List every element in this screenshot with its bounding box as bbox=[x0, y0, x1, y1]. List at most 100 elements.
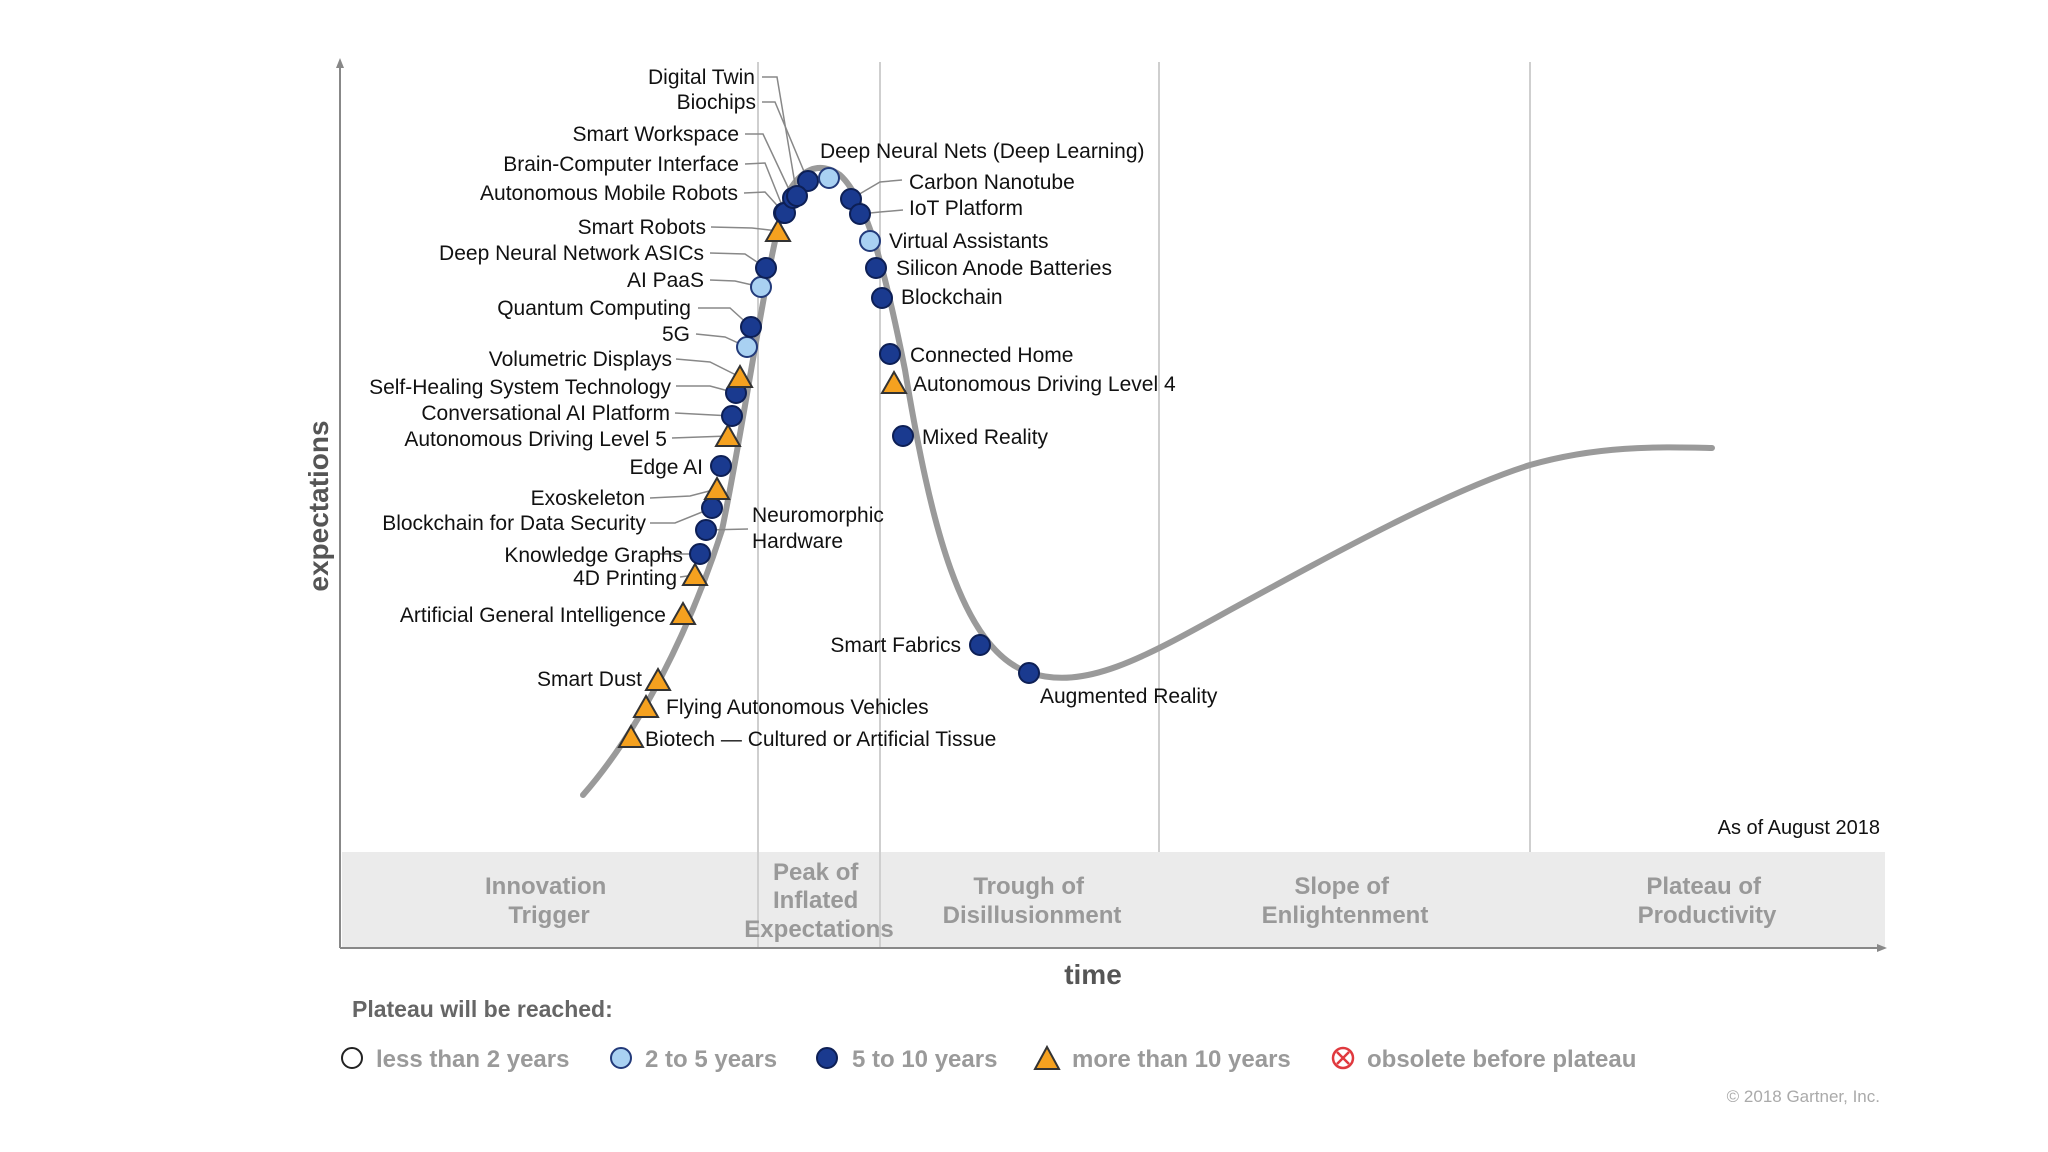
y-axis-arrow-icon bbox=[336, 58, 344, 68]
4d-printing-triangle-marker bbox=[681, 561, 709, 586]
exoskeleton-leader bbox=[649, 488, 718, 499]
autonomous-driving-level-5-label: Autonomous Driving Level 5 bbox=[404, 428, 667, 451]
smart-dust-label: Smart Dust bbox=[537, 668, 642, 691]
legend-5-to-10-years-icon bbox=[816, 1047, 838, 1069]
phase-plateau: Plateau of Productivity bbox=[1638, 873, 1777, 929]
autonomous-driving-level-4-label: Autonomous Driving Level 4 bbox=[913, 373, 1176, 396]
quantum-computing-dot-marker bbox=[740, 316, 762, 338]
mixed-reality-dot-marker bbox=[892, 425, 914, 447]
virtual-assistants-dot-marker bbox=[859, 230, 881, 252]
phase-peak-line3: Expectations bbox=[744, 916, 893, 943]
exoskeleton-triangle-marker bbox=[703, 475, 731, 500]
flying-autonomous-vehicles-label: Flying Autonomous Vehicles bbox=[666, 696, 929, 719]
as-of-date: As of August 2018 bbox=[1718, 817, 1880, 839]
biochips-dot-marker bbox=[797, 170, 819, 192]
silicon-anode-batteries-dot-marker bbox=[865, 257, 887, 279]
smart-fabrics-label: Smart Fabrics bbox=[830, 634, 961, 657]
autonomous-mobile-robots-label: Autonomous Mobile Robots bbox=[480, 182, 738, 205]
legend-less-than-2-years-icon bbox=[341, 1047, 363, 1069]
carbon-nanotube-label: Carbon Nanotube bbox=[909, 171, 1075, 194]
blockchain-for-data-security-label: Blockchain for Data Security bbox=[382, 512, 646, 535]
neuromorphic-hardware-label: Neuromorphic Hardware bbox=[752, 504, 884, 553]
brain-computer-interface-leader bbox=[744, 162, 786, 214]
knowledge-graphs-label: Knowledge Graphs bbox=[504, 544, 683, 567]
volumetric-displays-triangle-marker bbox=[726, 363, 754, 388]
phase-innovation-trigger: Innovation Trigger bbox=[485, 873, 613, 929]
carbon-nanotube-leader bbox=[850, 179, 903, 200]
legend-5-to-10-years: 5 to 10 years bbox=[852, 1046, 997, 1073]
phase-dividers bbox=[757, 62, 1531, 948]
autonomous-driving-level-4-triangle-marker bbox=[880, 369, 908, 394]
phase-plateau-line1: Plateau of bbox=[1646, 873, 1762, 900]
legend-more-than-10-years: more than 10 years bbox=[1072, 1046, 1291, 1073]
legend: less than 2 years 2 to 5 years 5 to 10 y… bbox=[341, 1044, 1636, 1073]
autonomous-driving-level-5-leader bbox=[671, 435, 729, 439]
phase-plateau-line2: Productivity bbox=[1638, 902, 1777, 929]
artificial-general-intelligence-label: Artificial General Intelligence bbox=[400, 604, 666, 627]
legend-obsolete-before-plateau: obsolete before plateau bbox=[1367, 1046, 1636, 1073]
blockchain-for-data-security-leader bbox=[650, 507, 713, 524]
smart-robots-leader bbox=[710, 226, 779, 232]
silicon-anode-batteries-label: Silicon Anode Batteries bbox=[896, 257, 1112, 280]
smart-workspace-label: Smart Workspace bbox=[573, 123, 740, 146]
y-axis-label: expectations bbox=[303, 420, 334, 591]
knowledge-graphs-dot-marker bbox=[689, 543, 711, 565]
legend-2-to-5-years-icon bbox=[610, 1047, 632, 1069]
biochips-leader bbox=[762, 101, 809, 182]
legend-2-to-5-years: 2 to 5 years bbox=[645, 1046, 777, 1073]
iot-platform-label: IoT Platform bbox=[909, 197, 1023, 220]
legend-title: Plateau will be reached: bbox=[352, 996, 613, 1022]
5g-dot-marker bbox=[736, 336, 758, 358]
digital-twin-label: Digital Twin bbox=[648, 66, 755, 89]
connected-home-label: Connected Home bbox=[910, 344, 1073, 367]
blockchain-dot-marker bbox=[871, 287, 893, 309]
hype-curve bbox=[580, 164, 1715, 798]
autonomous-driving-level-5-triangle-marker bbox=[714, 422, 742, 447]
neuromorphic-hardware-label-line2: Hardware bbox=[752, 530, 843, 553]
virtual-assistants-label: Virtual Assistants bbox=[889, 230, 1049, 253]
ai-paas-label: AI PaaS bbox=[627, 269, 704, 292]
deep-neural-nets-deep-learning-dot-marker bbox=[818, 167, 840, 189]
x-axis-arrow-icon bbox=[1877, 944, 1887, 952]
5g-label: 5G bbox=[662, 323, 690, 346]
phase-slope-line1: Slope of bbox=[1294, 873, 1390, 900]
axes bbox=[336, 58, 1887, 952]
phase-peak-line1: Peak of bbox=[773, 859, 859, 886]
phase-trough: Trough of Disillusionment bbox=[943, 873, 1122, 929]
smart-dust-triangle-marker bbox=[644, 666, 672, 691]
biotech-cultured-or-artificial-tissue-triangle-marker bbox=[617, 723, 645, 748]
legend-less-than-2-years: less than 2 years bbox=[376, 1046, 569, 1073]
biotech-cultured-or-artificial-tissue-label: Biotech — Cultured or Artificial Tissue bbox=[645, 728, 996, 751]
ai-paas-dot-marker bbox=[750, 276, 772, 298]
x-axis-label: time bbox=[1064, 959, 1122, 990]
deep-neural-network-asics-label: Deep Neural Network ASICs bbox=[439, 242, 704, 265]
augmented-reality-label: Augmented Reality bbox=[1040, 685, 1218, 708]
technology-markers bbox=[617, 167, 1040, 748]
technology-labels: Biotech — Cultured or Artificial Tissue F… bbox=[369, 66, 1218, 751]
legend-more-than-10-years-icon bbox=[1033, 1044, 1061, 1070]
mixed-reality-label: Mixed Reality bbox=[922, 426, 1049, 449]
neuromorphic-hardware-dot-marker bbox=[695, 519, 717, 541]
phase-innovation-trigger-line1: Innovation bbox=[485, 873, 606, 900]
smart-workspace-leader bbox=[745, 133, 794, 199]
smart-fabrics-dot-marker bbox=[969, 634, 991, 656]
copyright: © 2018 Gartner, Inc. bbox=[1727, 1087, 1880, 1106]
volumetric-displays-leader bbox=[675, 358, 741, 378]
deep-neural-nets-deep-learning-label: Deep Neural Nets (Deep Learning) bbox=[820, 140, 1145, 163]
phase-innovation-trigger-line2: Trigger bbox=[508, 902, 589, 929]
4d-printing-label: 4D Printing bbox=[573, 567, 677, 590]
edge-ai-label: Edge AI bbox=[629, 456, 703, 479]
biochips-label: Biochips bbox=[677, 91, 756, 114]
volumetric-displays-label: Volumetric Displays bbox=[489, 348, 672, 371]
phase-trough-line2: Disillusionment bbox=[943, 902, 1122, 929]
flying-autonomous-vehicles-triangle-marker bbox=[632, 693, 660, 718]
phase-slope: Slope of Enlightenment bbox=[1262, 873, 1429, 929]
quantum-computing-label: Quantum Computing bbox=[497, 297, 691, 320]
self-healing-system-technology-label: Self-Healing System Technology bbox=[369, 376, 671, 399]
brain-computer-interface-label: Brain-Computer Interface bbox=[503, 153, 739, 176]
blockchain-for-data-security-dot-marker bbox=[701, 497, 723, 519]
smart-robots-label: Smart Robots bbox=[578, 216, 706, 239]
blockchain-label: Blockchain bbox=[901, 286, 1003, 309]
phase-band bbox=[342, 852, 1885, 948]
